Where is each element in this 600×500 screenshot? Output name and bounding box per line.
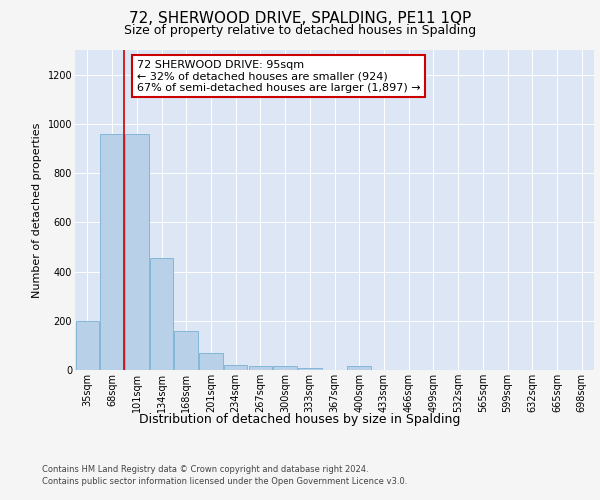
Bar <box>199 353 223 370</box>
Text: Contains public sector information licensed under the Open Government Licence v3: Contains public sector information licen… <box>42 478 407 486</box>
Bar <box>298 368 322 370</box>
Bar <box>100 134 124 370</box>
Bar <box>150 258 173 370</box>
Bar <box>76 321 99 370</box>
Y-axis label: Number of detached properties: Number of detached properties <box>32 122 42 298</box>
Bar <box>274 366 297 370</box>
Text: 72 SHERWOOD DRIVE: 95sqm
← 32% of detached houses are smaller (924)
67% of semi-: 72 SHERWOOD DRIVE: 95sqm ← 32% of detach… <box>137 60 421 93</box>
Text: Contains HM Land Registry data © Crown copyright and database right 2024.: Contains HM Land Registry data © Crown c… <box>42 465 368 474</box>
Bar <box>248 366 272 370</box>
Bar <box>175 330 198 370</box>
Bar <box>347 366 371 370</box>
Text: 72, SHERWOOD DRIVE, SPALDING, PE11 1QP: 72, SHERWOOD DRIVE, SPALDING, PE11 1QP <box>129 11 471 26</box>
Bar <box>224 364 247 370</box>
Text: Size of property relative to detached houses in Spalding: Size of property relative to detached ho… <box>124 24 476 37</box>
Text: Distribution of detached houses by size in Spalding: Distribution of detached houses by size … <box>139 412 461 426</box>
Bar <box>125 134 149 370</box>
